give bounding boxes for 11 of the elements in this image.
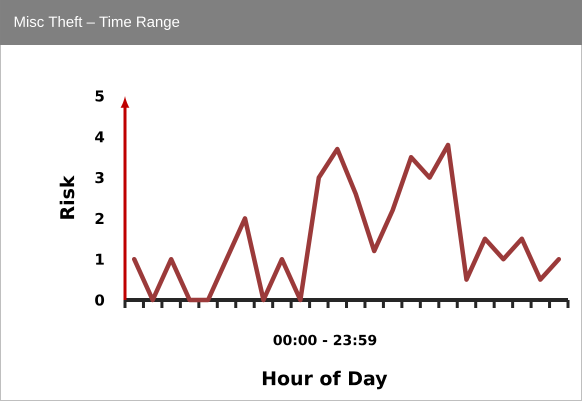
y-tick-label: 0 — [95, 294, 104, 306]
y-tick-label: 5 — [96, 90, 104, 102]
y-axis-title: Risk — [60, 175, 74, 219]
chart-title: Misc Theft – Time Range — [14, 16, 180, 30]
y-tick-label: 1 — [96, 254, 104, 265]
y-tick-label: 4 — [95, 131, 104, 142]
text: 00:00 - 23:59 — [274, 334, 376, 346]
line-series — [132, 142, 562, 302]
y-tick-label: 3 — [95, 172, 104, 184]
y-tick-label: 2 — [96, 212, 104, 224]
x-axis-title: Hour of Day — [262, 370, 388, 390]
